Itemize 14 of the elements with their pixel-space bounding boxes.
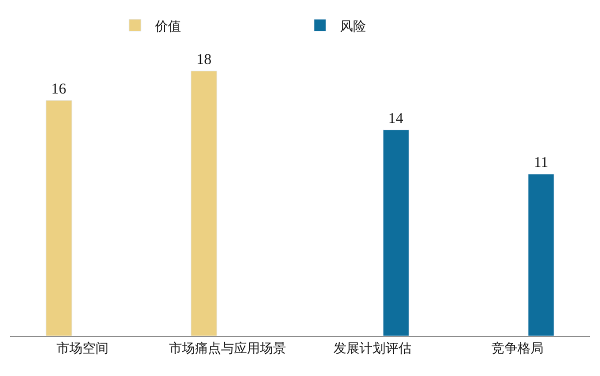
data-label: 18 [196, 52, 212, 68]
bar [46, 100, 72, 336]
x-tick-label: 竞争格局 [492, 342, 544, 357]
legend-label: 价值 [154, 19, 181, 34]
legend-label: 风险 [340, 19, 366, 34]
bar [382, 130, 410, 336]
x-tick-label: 发展计划评估 [334, 342, 412, 357]
data-label: 11 [534, 155, 548, 172]
bar [528, 174, 554, 336]
x-tick-label: 市场空间 [56, 342, 108, 357]
data-label: 16 [51, 81, 67, 98]
x-tick-label: 市场痛点与应用场景 [169, 340, 286, 357]
data-label: 14 [388, 110, 404, 127]
bar [190, 70, 218, 336]
